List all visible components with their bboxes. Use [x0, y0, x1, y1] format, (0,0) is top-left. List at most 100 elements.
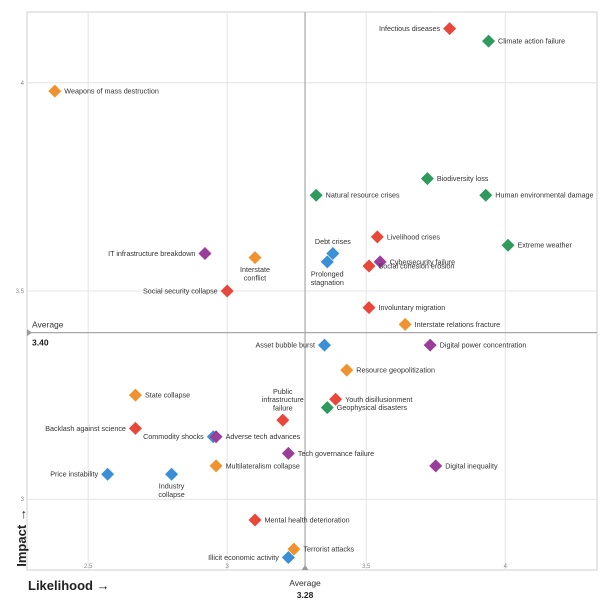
data-point-label: Price instability [50, 470, 98, 479]
data-point-label: Weapons of mass destruction [64, 87, 159, 96]
y-tick-label: 3.5 [16, 289, 25, 295]
data-point-label: Natural resource crises [326, 191, 400, 200]
data-point: Involuntary migration [362, 301, 446, 315]
data-point: Digital power concentration [423, 338, 526, 352]
data-point: Interstate relations fracture [398, 317, 500, 331]
data-point-marker [479, 188, 493, 202]
data-point-label: Digital inequality [445, 461, 498, 470]
data-point-marker [398, 317, 412, 331]
data-point-label: Asset bubble burst [255, 341, 315, 350]
data-point: Commodity shocks [143, 430, 220, 444]
data-point-label: Involuntary migration [379, 303, 446, 312]
data-point-marker [320, 401, 334, 415]
data-point-marker [209, 430, 223, 444]
data-point: Weapons of mass destruction [48, 84, 159, 98]
data-point-label: Illicit economic activity [208, 553, 279, 562]
data-point: Adverse tech advances [209, 430, 301, 444]
data-point: Biodiversity loss [420, 172, 489, 186]
data-point: Climate action failure [482, 34, 565, 48]
data-point-marker [362, 259, 376, 273]
grid [26, 11, 598, 571]
data-point-label: Youth disillusionment [345, 395, 412, 404]
data-point-marker [318, 338, 332, 352]
data-point: Multilateralism collapse [209, 459, 300, 473]
data-point-marker [220, 284, 234, 298]
data-point-marker [198, 247, 212, 261]
data-points: Infectious diseases Climate action failur… [45, 22, 594, 565]
data-point-label: Commodity shocks [143, 432, 204, 441]
average-y-label: Average [32, 320, 64, 330]
data-point-label: Climate action failure [498, 37, 565, 46]
data-point-marker [373, 255, 387, 269]
y-tick-label: 3 [21, 497, 25, 503]
average-lines [27, 12, 597, 570]
data-point-marker [248, 513, 262, 527]
data-point: Prolonged stagnation [311, 255, 344, 287]
data-point: Industry collapse [158, 467, 185, 499]
x-axis-title: Likelihood → [28, 578, 110, 593]
data-point-label: Interstate conflict [240, 265, 270, 282]
data-point: Illicit economic activity [208, 551, 295, 565]
average-x-label: Average [289, 578, 321, 588]
data-point-label: Human environmental damage [495, 191, 593, 200]
data-point-marker [340, 363, 354, 377]
y-axis-title: Impact → [13, 508, 29, 567]
data-point: State collapse [128, 388, 190, 402]
data-point: Digital inequality [429, 459, 498, 473]
data-point-label: Mental health deterioration [265, 516, 350, 525]
data-point-label: Social cohesion erosion [379, 262, 455, 271]
data-point: Social security collapse [143, 284, 234, 298]
data-point-label: Industry collapse [158, 482, 184, 499]
data-point-marker [276, 413, 290, 427]
data-point-label: Prolonged stagnation [311, 269, 344, 286]
data-point: Extreme weather [501, 238, 572, 252]
data-point: Public infrastructure failure [262, 387, 304, 427]
data-point: Resource geopolitization [340, 363, 435, 377]
data-point-label: State collapse [145, 391, 190, 400]
data-point-marker [423, 338, 437, 352]
data-point-marker [128, 421, 142, 435]
data-point: Backlash against science [45, 421, 142, 435]
data-point-marker [482, 34, 496, 48]
average-x-value: 3.28 [297, 590, 314, 600]
data-point-marker [281, 551, 295, 565]
data-point-marker [128, 388, 142, 402]
data-point-marker [320, 255, 334, 269]
data-point-label: Infectious diseases [379, 24, 441, 33]
y-tick-label: 4 [21, 81, 25, 87]
data-point-label: Cybersecurity failure [390, 257, 456, 266]
average-x-marker [301, 565, 309, 570]
data-point: Terrorist attacks [287, 542, 355, 556]
average-y-value: 3.40 [32, 338, 49, 348]
data-point: Livelihood crises [370, 230, 440, 244]
data-point-label: Resource geopolitization [356, 366, 435, 375]
data-point: Mental health deterioration [248, 513, 350, 527]
data-point-marker [101, 467, 115, 481]
data-point-marker [48, 84, 62, 98]
data-point: Asset bubble burst [255, 338, 332, 352]
data-point-label: Debt crises [315, 237, 351, 246]
tick-labels: 2.5 3 3.5 4 3 3.5 4 Average 3.28 Average 3.40 [16, 81, 508, 600]
data-point-marker [501, 238, 515, 252]
x-tick-label: 4 [504, 564, 508, 570]
data-point-label: Multilateralism collapse [226, 461, 300, 470]
data-point-marker [443, 22, 457, 36]
data-point-marker [287, 542, 301, 556]
data-point: Geophysical disasters [320, 401, 408, 415]
data-point: IT infrastructure breakdown [108, 247, 212, 261]
data-point-label: Tech governance failure [298, 449, 374, 458]
data-point: Infectious diseases [379, 22, 457, 36]
data-point-label: IT infrastructure breakdown [108, 249, 195, 258]
data-point-label: Geophysical disasters [337, 403, 408, 412]
data-point-label: Biodiversity loss [437, 174, 489, 183]
data-point: Price instability [50, 467, 115, 481]
data-point-marker [309, 188, 323, 202]
x-tick-label: 3 [226, 564, 230, 570]
data-point: Human environmental damage [479, 188, 594, 202]
data-point-marker [165, 467, 179, 481]
data-point-marker [362, 301, 376, 315]
data-point: Youth disillusionment [329, 392, 412, 406]
data-point-marker [281, 446, 295, 460]
data-point: Interstate conflict [240, 251, 270, 283]
